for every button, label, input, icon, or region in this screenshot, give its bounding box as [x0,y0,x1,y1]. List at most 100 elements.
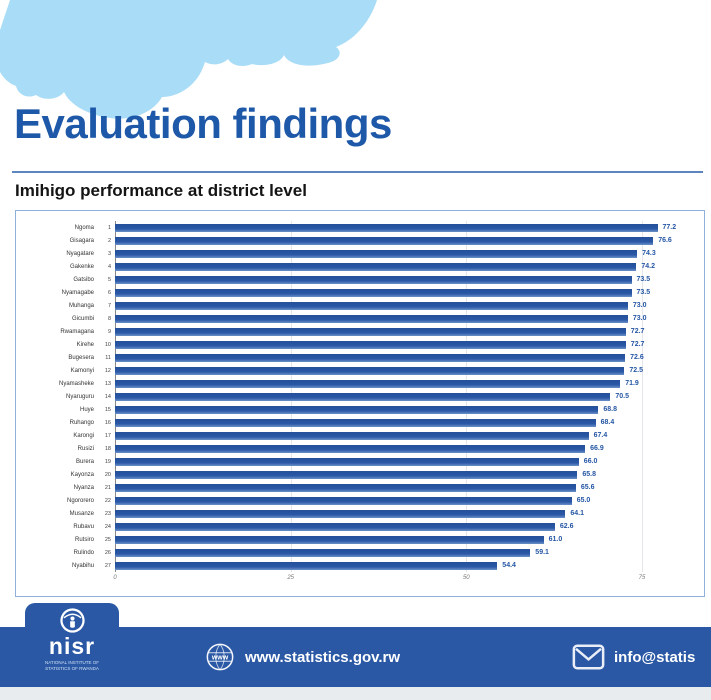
bar [115,509,566,518]
district-label: Nyamasheke [58,380,94,387]
district-label: Nyabihu [71,562,94,569]
district-label: Gatsibo [73,276,94,283]
chart-row: Kirehe 10 72.7 [16,338,702,351]
bar [115,535,544,544]
chart-row: Nyaruguru 14 70.5 [16,390,702,403]
bar-track: 72.6 [115,351,702,364]
bottom-strip [0,687,711,700]
value-label: 73.5 [636,289,651,296]
bar-track: 65.8 [115,468,702,481]
nisr-logo: nisr National Institute of Statistics of… [25,603,119,687]
value-label: 65.8 [582,471,597,478]
chart-row: Nyanza 21 65.6 [16,481,702,494]
chart-row: Kayonza 20 65.8 [16,468,702,481]
bar [115,379,621,388]
rank-label: 23 [104,510,111,517]
bar-track: 61.0 [115,533,702,546]
rank-label: 1 [107,224,111,231]
bar-track: 73.0 [115,299,702,312]
district-label: Rubavu [73,523,94,530]
nisr-logo-text: nisr [48,633,96,659]
value-label: 54.4 [502,562,516,569]
bar-track: 77.2 [115,221,702,234]
rank-label: 4 [107,263,111,270]
website-group: www www.statistics.gov.rw [205,627,400,687]
district-label: Rutsiro [74,536,94,543]
chart-row: Nyamasheke 13 71.9 [16,377,702,390]
rank-label: 13 [104,380,111,387]
bar-track: 73.0 [115,312,702,325]
bar-track: 65.6 [115,481,702,494]
value-label: 66.9 [590,445,604,452]
x-tick-label: 50 [462,575,470,581]
district-label: Karongi [73,432,94,439]
bar-track: 73.5 [115,286,702,299]
district-label: Ngororero [66,497,94,504]
chart-row: Gisagara 2 76.6 [16,234,702,247]
chart-row: Rulindo 26 59.1 [16,546,702,559]
bar [115,366,625,375]
rank-label: 24 [104,523,111,530]
rank-label: 15 [104,406,111,413]
rank-label: 5 [107,276,111,283]
chart-row: Karongi 17 67.4 [16,429,702,442]
value-label: 76.6 [658,237,672,244]
bar [115,288,632,297]
chart-row: Rubavu 24 62.6 [16,520,702,533]
bar-track: 68.8 [115,403,702,416]
rank-label: 18 [104,445,111,452]
bar-track: 65.0 [115,494,702,507]
district-label: Rulindo [73,549,94,556]
value-label: 62.6 [559,523,574,530]
value-label: 66.0 [583,458,598,465]
bar-track: 54.4 [115,559,702,572]
x-tick-label: 25 [287,575,295,581]
bar [115,470,578,479]
email-text: info@statis [614,648,696,666]
value-label: 59.1 [535,549,549,556]
district-label: Gicumbi [71,315,94,322]
bar [115,353,626,362]
rank-label: 2 [107,237,111,244]
value-label: 74.3 [642,250,656,257]
bar [115,496,572,505]
chart-row: Gatsibo 5 73.5 [16,273,702,286]
website-text: www.statistics.gov.rw [245,648,401,666]
rank-label: 21 [104,484,111,491]
bar [115,223,658,232]
value-label: 70.5 [615,393,630,400]
bar [115,249,638,258]
value-label: 68.8 [603,406,618,413]
bar [115,522,555,531]
value-label: 77.2 [662,224,677,231]
rank-label: 22 [104,497,111,504]
bar [115,340,626,349]
chart-row: Muhanga 7 73.0 [16,299,702,312]
bar-track: 74.3 [115,247,702,260]
value-label: 67.4 [593,432,608,439]
bar [115,236,654,245]
chart-row: Rutsiro 25 61.0 [16,533,702,546]
chart-row: Ngoma 1 77.2 [16,221,702,234]
chart-row: Kamonyi 12 72.5 [16,364,702,377]
district-label: Kamonyi [70,367,94,374]
rank-label: 16 [104,419,111,426]
nisr-globe-icon [59,608,85,633]
value-label: 74.2 [641,263,656,270]
bar-track: 66.9 [115,442,702,455]
district-label: Rusizi [77,445,94,452]
chart-rows: Ngoma 1 77.2 Gisagara 2 76.6 Nyagatare 3 74.3 Gak… [16,221,702,572]
bar [115,548,531,557]
rank-label: 11 [105,354,111,361]
svg-text:www: www [211,655,229,662]
rank-label: 7 [107,302,111,309]
chart-row: Ngororero 22 65.0 [16,494,702,507]
bar-track: 67.4 [115,429,702,442]
rank-label: 3 [107,250,111,257]
bar-track: 62.6 [115,520,702,533]
value-label: 72.6 [630,354,644,361]
bar [115,314,628,323]
chart-row: Bugesera 11 72.6 [16,351,702,364]
bar [115,457,579,466]
rank-label: 19 [104,458,111,465]
